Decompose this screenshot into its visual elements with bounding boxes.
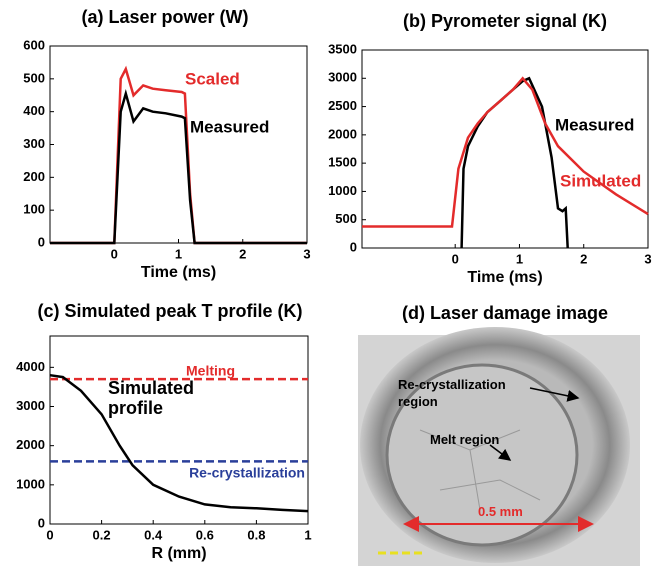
plot-frame bbox=[49, 335, 309, 525]
x-tick-label: 0 bbox=[452, 251, 459, 266]
y-tick-label: 200 bbox=[23, 169, 45, 184]
y-tick-label: 500 bbox=[23, 70, 45, 85]
x-axis-label: Time (ms) bbox=[141, 264, 216, 281]
series-line bbox=[460, 76, 569, 249]
plot-frame bbox=[49, 45, 308, 244]
x-tick-label: 0.8 bbox=[247, 527, 265, 542]
y-tick-label: 3000 bbox=[16, 398, 45, 413]
y-tick-label: 2000 bbox=[328, 126, 357, 141]
x-axis-label: R (mm) bbox=[151, 545, 206, 562]
x-tick-label: 0.4 bbox=[144, 527, 163, 542]
y-tick-label: 2500 bbox=[328, 98, 357, 113]
x-tick-label: 0 bbox=[46, 527, 53, 542]
chart-title: (c) Simulated peak T profile (K) bbox=[37, 301, 302, 321]
y-tick-label: 600 bbox=[23, 37, 45, 52]
image-annotation: Melt region bbox=[430, 432, 500, 447]
series-label: Simulated bbox=[560, 171, 641, 190]
series-label: Scaled bbox=[185, 69, 240, 88]
y-tick-label: 400 bbox=[23, 103, 45, 118]
y-tick-label: 3000 bbox=[328, 70, 357, 85]
series-line bbox=[362, 76, 649, 228]
reference-label: Melting bbox=[186, 363, 235, 379]
x-tick-label: 0.2 bbox=[93, 527, 111, 542]
series-line bbox=[49, 373, 309, 513]
y-tick-label: 0 bbox=[38, 515, 45, 530]
x-axis-label: Time (ms) bbox=[467, 269, 542, 286]
y-tick-label: 0 bbox=[350, 239, 357, 254]
y-tick-label: 1500 bbox=[328, 155, 357, 170]
x-tick-label: 1 bbox=[175, 246, 182, 261]
x-tick-label: 1 bbox=[304, 527, 311, 542]
series-line bbox=[50, 65, 307, 245]
series-label: Simulated profile bbox=[108, 378, 195, 418]
y-tick-label: 300 bbox=[23, 136, 45, 151]
x-tick-label: 0.6 bbox=[196, 527, 214, 542]
x-tick-label: 2 bbox=[239, 246, 246, 261]
y-tick-label: 4000 bbox=[16, 359, 45, 374]
series-line bbox=[50, 88, 307, 245]
x-tick-label: 2 bbox=[580, 251, 587, 266]
x-tick-label: 1 bbox=[516, 251, 523, 266]
image-annotation: 0.5 mm bbox=[478, 504, 523, 519]
y-tick-label: 2000 bbox=[16, 437, 45, 452]
chart-title: (d) Laser damage image bbox=[402, 303, 608, 323]
y-tick-label: 3500 bbox=[328, 41, 357, 56]
chart-title: (a) Laser power (W) bbox=[81, 7, 248, 27]
series-label: Measured bbox=[555, 115, 634, 134]
image-annotation: Re-crystallization region bbox=[398, 377, 506, 409]
series-label: Measured bbox=[190, 117, 269, 136]
y-tick-label: 1000 bbox=[328, 183, 357, 198]
y-tick-label: 1000 bbox=[16, 476, 45, 491]
reference-label: Re-crystallization bbox=[189, 465, 305, 481]
y-tick-label: 500 bbox=[335, 211, 357, 226]
damage-image bbox=[358, 327, 640, 566]
x-tick-label: 0 bbox=[111, 246, 118, 261]
chart-title: (b) Pyrometer signal (K) bbox=[403, 11, 607, 31]
y-tick-label: 0 bbox=[38, 234, 45, 249]
plot-frame bbox=[361, 49, 649, 249]
x-tick-label: 3 bbox=[644, 251, 651, 266]
y-tick-label: 100 bbox=[23, 202, 45, 217]
x-tick-label: 3 bbox=[303, 246, 310, 261]
